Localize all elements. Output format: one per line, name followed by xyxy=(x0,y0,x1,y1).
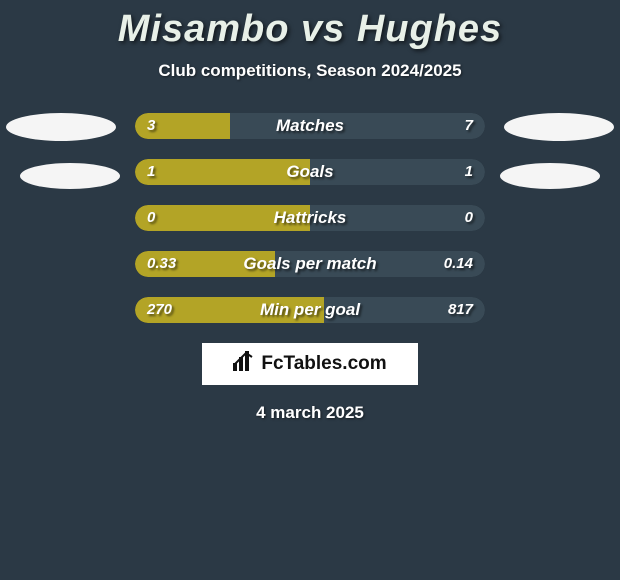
stat-value-right: 7 xyxy=(465,113,473,139)
player-left-ellipse-2 xyxy=(20,163,120,189)
stat-row: Min per goal270817 xyxy=(135,297,485,323)
stat-value-left: 270 xyxy=(147,297,172,323)
player-right-ellipse-2 xyxy=(500,163,600,189)
bars-icon xyxy=(233,351,255,377)
stat-row: Matches37 xyxy=(135,113,485,139)
stat-bar-left xyxy=(135,205,310,231)
stats-bars: Matches37Goals11Hattricks00Goals per mat… xyxy=(0,113,620,323)
stat-value-left: 3 xyxy=(147,113,155,139)
stat-value-right: 1 xyxy=(465,159,473,185)
player-right-ellipse-1 xyxy=(504,113,614,141)
stat-row: Hattricks00 xyxy=(135,205,485,231)
date-text: 4 march 2025 xyxy=(0,403,620,423)
stat-bar-right xyxy=(230,113,486,139)
stat-value-right: 0 xyxy=(465,205,473,231)
stat-row: Goals per match0.330.14 xyxy=(135,251,485,277)
page-subtitle: Club competitions, Season 2024/2025 xyxy=(0,61,620,81)
stat-row: Goals11 xyxy=(135,159,485,185)
stat-value-left: 0.33 xyxy=(147,251,176,277)
page-title: Misambo vs Hughes xyxy=(0,0,620,51)
stat-value-right: 0.14 xyxy=(444,251,473,277)
stat-bar-left xyxy=(135,159,310,185)
stat-value-left: 0 xyxy=(147,205,155,231)
stat-bar-right xyxy=(310,159,485,185)
logo-box: FcTables.com xyxy=(202,343,418,385)
stat-bar-right xyxy=(310,205,485,231)
stat-value-right: 817 xyxy=(448,297,473,323)
player-left-ellipse-1 xyxy=(6,113,116,141)
stat-value-left: 1 xyxy=(147,159,155,185)
logo-text: FcTables.com xyxy=(261,353,386,375)
